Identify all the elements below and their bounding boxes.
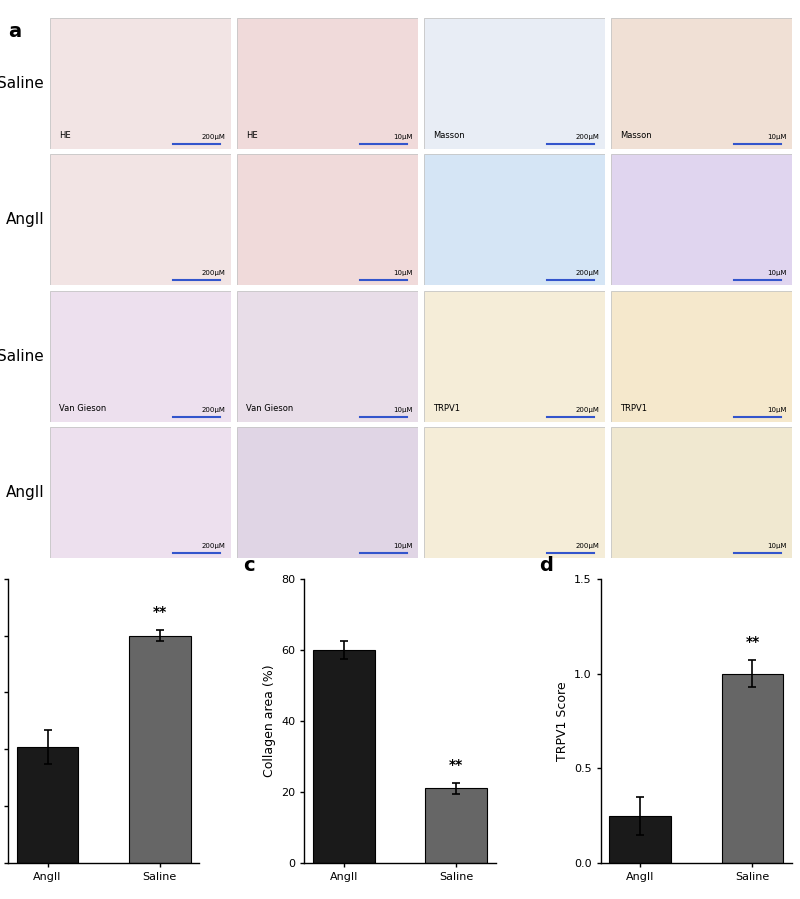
Text: 200μM: 200μM <box>202 406 226 413</box>
Text: 200μM: 200μM <box>576 134 600 140</box>
Text: 10μM: 10μM <box>767 134 786 140</box>
Text: HE: HE <box>246 131 258 140</box>
Text: Saline: Saline <box>0 76 44 91</box>
Text: AngII: AngII <box>6 212 44 227</box>
Text: 10μM: 10μM <box>393 271 413 276</box>
Text: Van Gieson: Van Gieson <box>246 404 294 413</box>
Text: 200μM: 200μM <box>202 134 226 140</box>
Bar <box>610 815 671 863</box>
Text: 10μM: 10μM <box>767 271 786 276</box>
Text: 200μM: 200μM <box>202 271 226 276</box>
Text: 200μM: 200μM <box>576 406 600 413</box>
Bar <box>17 747 78 863</box>
Text: 200μM: 200μM <box>576 543 600 549</box>
Text: AngII: AngII <box>6 485 44 500</box>
Bar <box>722 673 783 863</box>
Text: c: c <box>243 556 255 575</box>
Text: TRPV1: TRPV1 <box>620 404 647 413</box>
Text: d: d <box>539 556 554 575</box>
Text: 200μM: 200μM <box>576 271 600 276</box>
Text: **: ** <box>449 758 463 771</box>
Text: 200μM: 200μM <box>202 543 226 549</box>
Text: Masson: Masson <box>620 131 652 140</box>
Text: 10μM: 10μM <box>767 543 786 549</box>
Text: 10μM: 10μM <box>767 406 786 413</box>
Bar <box>426 788 487 863</box>
Text: Van Gieson: Van Gieson <box>59 404 106 413</box>
Bar <box>129 636 190 863</box>
Text: **: ** <box>153 604 167 619</box>
Y-axis label: TRPV1 Score: TRPV1 Score <box>555 681 569 761</box>
Text: 10μM: 10μM <box>393 134 413 140</box>
Text: HE: HE <box>59 131 71 140</box>
Text: Saline: Saline <box>0 349 44 364</box>
Text: Masson: Masson <box>434 131 465 140</box>
Bar <box>313 650 374 863</box>
Text: **: ** <box>746 635 759 649</box>
Text: 10μM: 10μM <box>393 406 413 413</box>
Text: TRPV1: TRPV1 <box>434 404 460 413</box>
Text: 10μM: 10μM <box>393 543 413 549</box>
Text: a: a <box>8 22 21 41</box>
Y-axis label: Collagen area (%): Collagen area (%) <box>262 664 276 778</box>
